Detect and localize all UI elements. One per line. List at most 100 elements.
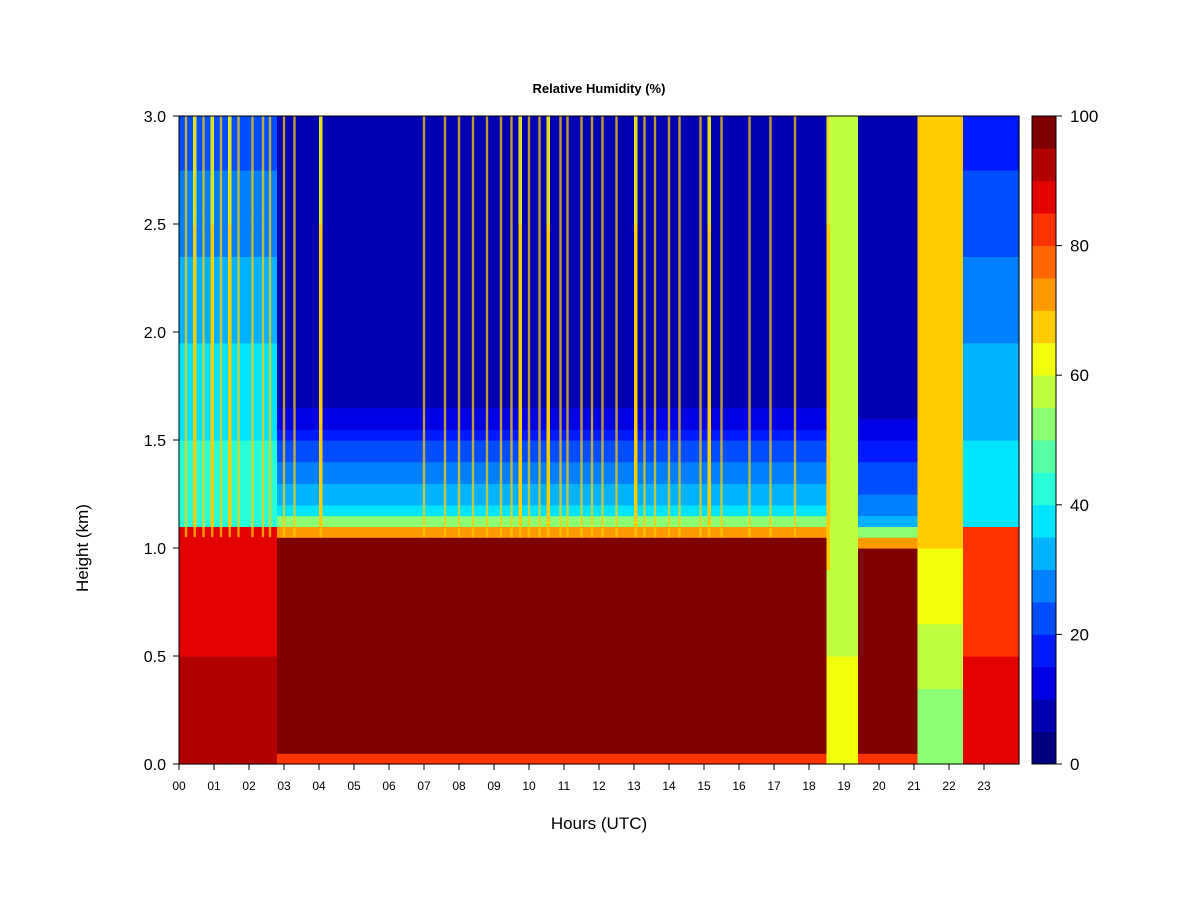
heatmap-cell [312, 127, 316, 138]
heatmap-cell [452, 591, 456, 602]
heatmap-cell [449, 354, 453, 365]
heatmap-cell [410, 192, 414, 203]
heatmap-cell [298, 462, 302, 473]
heatmap-cell [463, 645, 467, 656]
heatmap-cell [403, 624, 407, 635]
heatmap-cell [225, 397, 229, 408]
heatmap-cell [428, 343, 432, 354]
heatmap-cell [214, 181, 218, 192]
heatmap-cell [347, 213, 351, 224]
heatmap-cell [407, 354, 411, 365]
heatmap-cell [428, 192, 432, 203]
heatmap-cell [400, 570, 404, 581]
heatmap-cell [340, 710, 344, 721]
heatmap-cell [410, 375, 414, 386]
heatmap-cell [435, 364, 439, 375]
heatmap-cell [309, 332, 313, 343]
heatmap-cell [435, 483, 439, 494]
heatmap-cell [207, 213, 211, 224]
heatmap-cell [337, 732, 341, 743]
heatmap-cell [368, 354, 372, 365]
heatmap-cell [361, 516, 365, 527]
heatmap-cell [438, 580, 442, 591]
heatmap-cell [361, 224, 365, 235]
heatmap-cell [354, 386, 358, 397]
heatmap-cell [312, 224, 316, 235]
heatmap-cell [445, 742, 449, 753]
heatmap-cell [312, 753, 316, 764]
heatmap-cell [330, 667, 334, 678]
heatmap-cell [239, 548, 243, 559]
heatmap-cell [326, 710, 330, 721]
heatmap-cell [351, 354, 355, 365]
heatmap-cell [431, 559, 435, 570]
heatmap-cell [365, 580, 369, 591]
heatmap-cell [256, 375, 260, 386]
heatmap-cell [274, 256, 278, 267]
heatmap-cell [428, 408, 432, 419]
heatmap-cell [204, 591, 208, 602]
heatmap-cell [225, 159, 229, 170]
heatmap-cell [435, 580, 439, 591]
heatmap-cell [183, 656, 187, 667]
heatmap-cell [435, 332, 439, 343]
heatmap-cell [449, 440, 453, 451]
heatmap-cell [344, 505, 348, 516]
heatmap-cell [354, 494, 358, 505]
heatmap-cell [256, 537, 260, 548]
heatmap-cell [375, 116, 379, 127]
heatmap-cell [452, 397, 456, 408]
heatmap-cell [403, 386, 407, 397]
heatmap-cell [438, 386, 442, 397]
heatmap-cell [358, 483, 362, 494]
heatmap-cell [372, 332, 376, 343]
heatmap-cell [421, 580, 425, 591]
heatmap-cell [312, 688, 316, 699]
heatmap-cell [340, 656, 344, 667]
heatmap-cell [452, 710, 456, 721]
heatmap-cell [333, 645, 337, 656]
heatmap-cell [274, 710, 278, 721]
heatmap-cell [232, 462, 236, 473]
heatmap-cell [449, 267, 453, 278]
heatmap-cell [456, 699, 460, 710]
heatmap-cell [431, 300, 435, 311]
heatmap-cell [211, 688, 215, 699]
heatmap-cell [372, 483, 376, 494]
heatmap-cell [354, 602, 358, 613]
heatmap-cell [214, 440, 218, 451]
heatmap-cell [302, 418, 306, 429]
heatmap-cell [281, 699, 285, 710]
heatmap-cell [396, 516, 400, 527]
heatmap-cell [358, 548, 362, 559]
heatmap-cell [242, 505, 246, 516]
heatmap-cell [277, 753, 281, 764]
heatmap-cell [379, 688, 383, 699]
heatmap-cell [400, 678, 404, 689]
heatmap-cell [330, 472, 334, 483]
heatmap-cell [204, 656, 208, 667]
heatmap-cell [179, 634, 183, 645]
heatmap-cell [470, 721, 474, 732]
rh-heatmap-chart: Relative Humidity (%) 0.00.51.01.52.02.5… [0, 0, 1200, 900]
heatmap-cell [410, 548, 414, 559]
heatmap-cell [417, 710, 421, 721]
heatmap-cell [431, 429, 435, 440]
heatmap-cell [393, 483, 397, 494]
heatmap-cell [372, 678, 376, 689]
heatmap-cell [333, 310, 337, 321]
heatmap-cell [225, 192, 229, 203]
heatmap-cell [417, 472, 421, 483]
heatmap-cell [428, 580, 432, 591]
heatmap-cell [403, 580, 407, 591]
heatmap-cell [393, 418, 397, 429]
heatmap-cell [239, 645, 243, 656]
heatmap-cell [456, 580, 460, 591]
heatmap-cell [379, 181, 383, 192]
heatmap-cell [197, 548, 201, 559]
heatmap-cell [333, 256, 337, 267]
heatmap-cell [365, 721, 369, 732]
heatmap-cell [211, 580, 215, 591]
heatmap-cell [260, 678, 264, 689]
heatmap-cell [218, 548, 222, 559]
